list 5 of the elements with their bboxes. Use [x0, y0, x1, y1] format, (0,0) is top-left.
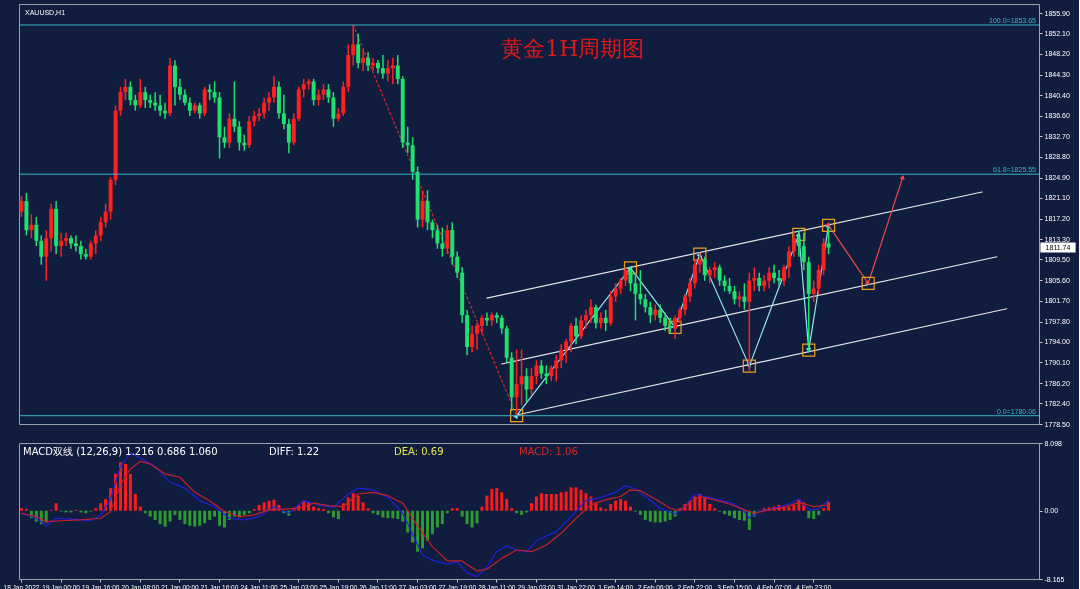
annotation: MACD: 1.06: [519, 446, 578, 457]
chart-title: MACD双线 (12,26,9) 1.216 0.686 1.060: [23, 446, 218, 457]
annotation: DEA: 0.69: [394, 446, 444, 457]
annotation: DIFF: 1.22: [269, 446, 320, 457]
text: 黄金1H周期图: [501, 36, 645, 61]
